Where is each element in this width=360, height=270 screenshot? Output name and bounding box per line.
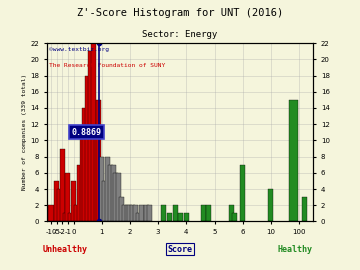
Bar xyxy=(113,173,118,221)
Bar xyxy=(94,132,99,221)
Bar xyxy=(82,108,87,221)
Bar xyxy=(136,213,141,221)
Bar xyxy=(268,189,274,221)
Bar xyxy=(91,43,96,221)
Bar xyxy=(127,205,132,221)
Bar xyxy=(80,132,85,221)
Bar xyxy=(133,205,138,221)
Bar xyxy=(111,165,116,221)
Text: Unhealthy: Unhealthy xyxy=(43,245,88,254)
Bar xyxy=(172,205,177,221)
Bar xyxy=(122,205,127,221)
Bar xyxy=(108,165,113,221)
Text: Z'-Score Histogram for UNT (2016): Z'-Score Histogram for UNT (2016) xyxy=(77,8,283,18)
Bar xyxy=(229,205,234,221)
Bar xyxy=(139,205,144,221)
Bar xyxy=(184,213,189,221)
Bar xyxy=(147,205,152,221)
Bar xyxy=(240,165,245,221)
Bar xyxy=(102,181,107,221)
Bar xyxy=(119,197,124,221)
Bar xyxy=(105,157,110,221)
Bar xyxy=(289,100,298,221)
Text: Score: Score xyxy=(167,245,193,254)
Bar xyxy=(144,205,149,221)
Bar xyxy=(74,205,79,221)
Bar xyxy=(99,157,104,221)
Bar xyxy=(49,205,54,221)
Bar xyxy=(201,205,206,221)
Y-axis label: Number of companies (339 total): Number of companies (339 total) xyxy=(22,74,27,190)
Bar xyxy=(96,100,102,221)
Bar xyxy=(66,173,71,221)
Bar xyxy=(302,197,307,221)
Bar xyxy=(60,148,65,221)
Text: Sector: Energy: Sector: Energy xyxy=(142,30,218,39)
Bar xyxy=(161,205,166,221)
Bar xyxy=(130,205,135,221)
Bar xyxy=(178,213,183,221)
Bar xyxy=(85,76,90,221)
Bar xyxy=(68,213,73,221)
Text: ©www.textbiz.org: ©www.textbiz.org xyxy=(49,47,109,52)
Bar xyxy=(63,213,68,221)
Bar xyxy=(167,213,172,221)
Text: Healthy: Healthy xyxy=(277,245,312,254)
Bar xyxy=(88,51,93,221)
Bar xyxy=(125,205,130,221)
Bar xyxy=(71,181,76,221)
Bar xyxy=(57,189,62,221)
Bar xyxy=(232,213,237,221)
Bar xyxy=(206,205,211,221)
Bar xyxy=(54,181,59,221)
Text: The Research Foundation of SUNY: The Research Foundation of SUNY xyxy=(49,63,166,68)
Text: 0.8869: 0.8869 xyxy=(71,128,101,137)
Bar xyxy=(116,173,121,221)
Bar xyxy=(77,165,82,221)
